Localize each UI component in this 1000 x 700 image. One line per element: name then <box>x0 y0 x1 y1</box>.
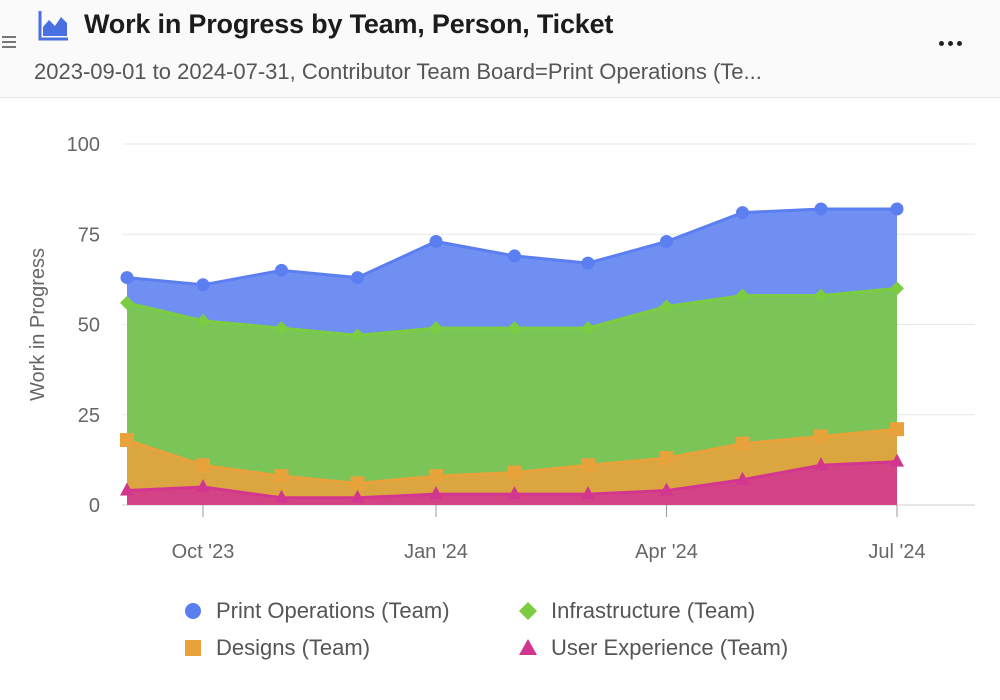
data-point <box>735 288 750 303</box>
data-point <box>581 256 595 270</box>
chart-header: Work in Progress by Team, Person, Ticket… <box>0 0 1000 98</box>
data-point <box>890 281 904 296</box>
data-point <box>735 436 750 451</box>
data-point <box>814 202 828 216</box>
data-point <box>350 271 364 285</box>
legend-item[interactable]: Designs (Team) <box>180 635 370 661</box>
data-point <box>120 271 134 285</box>
data-point <box>814 429 829 444</box>
data-point <box>890 422 904 437</box>
legend-item[interactable]: Print Operations (Team) <box>180 598 450 624</box>
data-point <box>659 451 674 466</box>
data-point <box>890 202 904 216</box>
data-point <box>890 453 904 467</box>
data-point <box>196 278 210 292</box>
more-dot-icon <box>956 40 962 46</box>
data-point <box>580 486 595 500</box>
legend-label: Infrastructure (Team) <box>551 598 756 623</box>
data-point <box>350 476 365 491</box>
data-point <box>814 457 829 471</box>
y-axis-label: Work in Progress <box>27 248 49 401</box>
legend-marker-icon <box>185 640 201 656</box>
chart-title: Work in Progress by Team, Person, Ticket <box>84 9 614 39</box>
data-point <box>735 206 749 220</box>
data-point <box>507 465 522 480</box>
data-point <box>350 328 365 343</box>
data-point <box>507 486 522 500</box>
area-chart-icon <box>38 11 68 41</box>
y-tick-label: 100 <box>67 134 100 156</box>
data-point <box>195 478 210 492</box>
data-point <box>508 249 522 263</box>
drag-handle-icon[interactable] <box>2 36 16 48</box>
data-point <box>429 486 444 500</box>
data-point <box>659 482 674 496</box>
data-point <box>429 469 444 484</box>
legend-label: Print Operations (Team) <box>216 598 450 623</box>
x-tick-label: Oct '23 <box>172 541 235 563</box>
data-point <box>120 433 134 448</box>
data-point <box>274 469 289 484</box>
data-point <box>120 295 134 310</box>
legend-label: User Experience (Team) <box>551 635 789 660</box>
data-point <box>580 321 595 336</box>
data-point <box>429 321 444 336</box>
y-tick-label: 75 <box>78 224 100 246</box>
data-point <box>429 234 443 248</box>
legend-label: Designs (Team) <box>216 635 371 660</box>
data-point <box>507 321 522 336</box>
data-point <box>735 471 750 485</box>
data-point <box>274 489 289 503</box>
y-tick-label: 0 <box>89 495 100 517</box>
chart-subtitle: 2023-09-01 to 2024-07-31, Contributor Te… <box>34 59 762 84</box>
data-point <box>659 299 674 314</box>
data-point <box>350 489 365 503</box>
legend-item[interactable]: User Experience (Team) <box>515 635 788 661</box>
x-tick-label: Jan '24 <box>404 541 468 563</box>
legend-item[interactable]: Infrastructure (Team) <box>515 598 755 624</box>
data-point <box>275 263 289 277</box>
legend-marker-icon <box>185 603 201 619</box>
more-dot-icon <box>938 40 944 46</box>
data-point <box>120 482 134 496</box>
series-area <box>127 461 897 505</box>
area-chart: 0 25 50 75 100 Work in Progress Oct '23 Jan '24… <box>27 134 975 563</box>
data-point <box>660 234 674 248</box>
more-options-button[interactable] <box>930 28 970 58</box>
legend-marker-icon <box>519 602 537 620</box>
x-tick-label: Jul '24 <box>868 541 925 563</box>
data-point <box>195 458 210 473</box>
data-point <box>195 313 210 328</box>
y-tick-label: 25 <box>78 405 100 427</box>
y-tick-label: 50 <box>78 315 100 337</box>
data-point <box>580 458 595 473</box>
x-tick-label: Apr '24 <box>635 541 698 563</box>
legend-marker-icon <box>519 639 537 655</box>
more-dot-icon <box>947 40 953 46</box>
data-point <box>274 321 289 336</box>
data-point <box>814 288 829 303</box>
